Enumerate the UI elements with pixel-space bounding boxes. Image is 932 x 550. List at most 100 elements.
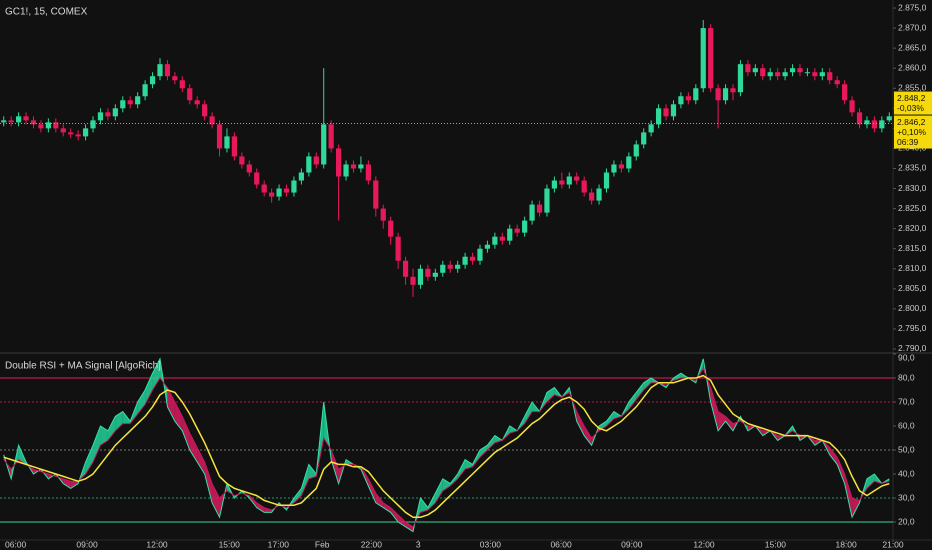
rsi-fill (189, 433, 198, 462)
candle-body (529, 204, 535, 221)
symbol-title: GC1!, 15, COMEX (5, 7, 88, 18)
candle-body (209, 116, 215, 125)
price-tag-text: +0,10% (897, 127, 927, 137)
x-tick-label: 03:00 (480, 539, 502, 549)
candle-body (797, 68, 803, 73)
rsi-fill (70, 481, 79, 489)
series-line (3, 374, 890, 518)
candle-body (38, 124, 44, 129)
candle-body (842, 84, 848, 101)
candle-body (23, 116, 29, 121)
rsi-fill (576, 411, 585, 436)
candle-body (633, 144, 639, 157)
indicator-title: Double RSI + MA Signal [AlgoRich] (5, 361, 161, 372)
candle-body (455, 264, 461, 269)
price-tag (894, 115, 932, 149)
candle-body (321, 124, 327, 165)
y-tick-label: 2.870,0 (898, 22, 927, 32)
candle-body (678, 96, 684, 105)
candle-body (276, 188, 282, 197)
candle-body (388, 220, 394, 237)
y-tick-label: 50,0 (898, 444, 915, 454)
y-tick-label: 2.825,0 (898, 203, 927, 213)
candle-body (655, 108, 662, 125)
rsi-fill (442, 478, 451, 491)
candle-body (194, 100, 200, 105)
rsi-fill (405, 522, 414, 532)
candle-body (202, 104, 208, 117)
candle-body (224, 136, 230, 149)
y-tick-label: 2.835,0 (898, 163, 927, 173)
candle-body (82, 128, 89, 137)
rsi-fill (167, 387, 175, 422)
candle-body (879, 120, 885, 129)
candle-body (760, 68, 766, 77)
candle-body (700, 28, 706, 89)
candle-body (514, 228, 520, 233)
rsi-fill (636, 382, 644, 400)
candle-body (313, 156, 319, 165)
price-tag-text: 2.846,2 (897, 117, 926, 127)
candle-body (693, 88, 699, 101)
y-tick-label: 90,0 (898, 352, 915, 362)
candle-body (45, 122, 51, 129)
indicator-pane (0, 357, 893, 533)
candle-body (358, 164, 364, 169)
candle-body (254, 172, 260, 185)
candle-body (566, 176, 572, 185)
y-tick-label: 2.830,0 (898, 183, 927, 193)
candle-body (685, 96, 691, 101)
candle-body (819, 72, 825, 77)
rsi-fill (435, 478, 443, 503)
y-tick-label: 30,0 (898, 492, 915, 502)
candle-body (269, 192, 275, 197)
y-tick-label: 80,0 (898, 372, 915, 382)
candle-body (298, 172, 304, 181)
candle-body (767, 72, 773, 77)
rsi-fill (829, 447, 838, 465)
rsi-fill (420, 498, 428, 513)
rsi-fill (673, 373, 681, 381)
candle-body (603, 172, 610, 189)
candle-body (737, 64, 744, 93)
candle-body (477, 248, 483, 261)
candle-body (343, 164, 349, 177)
candle-body (97, 112, 104, 121)
candle-body (804, 72, 811, 74)
candle-body (179, 80, 185, 89)
candle-body (856, 112, 863, 125)
candle-body (574, 176, 580, 181)
rsi-fill (204, 462, 213, 503)
candle-body (722, 88, 729, 101)
rsi-fill (643, 378, 652, 390)
candle-body (373, 180, 379, 209)
y-tick-label: 2.865,0 (898, 42, 927, 52)
candle-body (112, 108, 118, 117)
candle-body (246, 164, 252, 173)
candle-body (261, 184, 267, 193)
candle-body (730, 88, 736, 93)
x-tick-label: 22:00 (361, 539, 383, 549)
rsi-fill (137, 390, 146, 414)
rsi-fill (390, 507, 399, 522)
candle-body (670, 104, 677, 117)
candle-body (611, 164, 617, 173)
y-tick-label: 2.800,0 (898, 303, 927, 313)
candle-body (328, 124, 334, 149)
rsi-fill (852, 498, 860, 518)
rsi-fill (844, 474, 853, 518)
candle-body (641, 132, 647, 145)
candle-body (15, 116, 22, 123)
candle-body (127, 100, 133, 105)
candle-body (648, 124, 654, 133)
y-tick-label: 60,0 (898, 420, 915, 430)
candle-body (60, 128, 66, 133)
candle-body (90, 120, 96, 129)
x-tick-label: 18:00 (835, 539, 857, 549)
candle-body (291, 180, 297, 193)
rsi-fill (256, 502, 265, 513)
rsi-fill (107, 416, 116, 441)
x-tick-label: 09:00 (76, 539, 98, 549)
